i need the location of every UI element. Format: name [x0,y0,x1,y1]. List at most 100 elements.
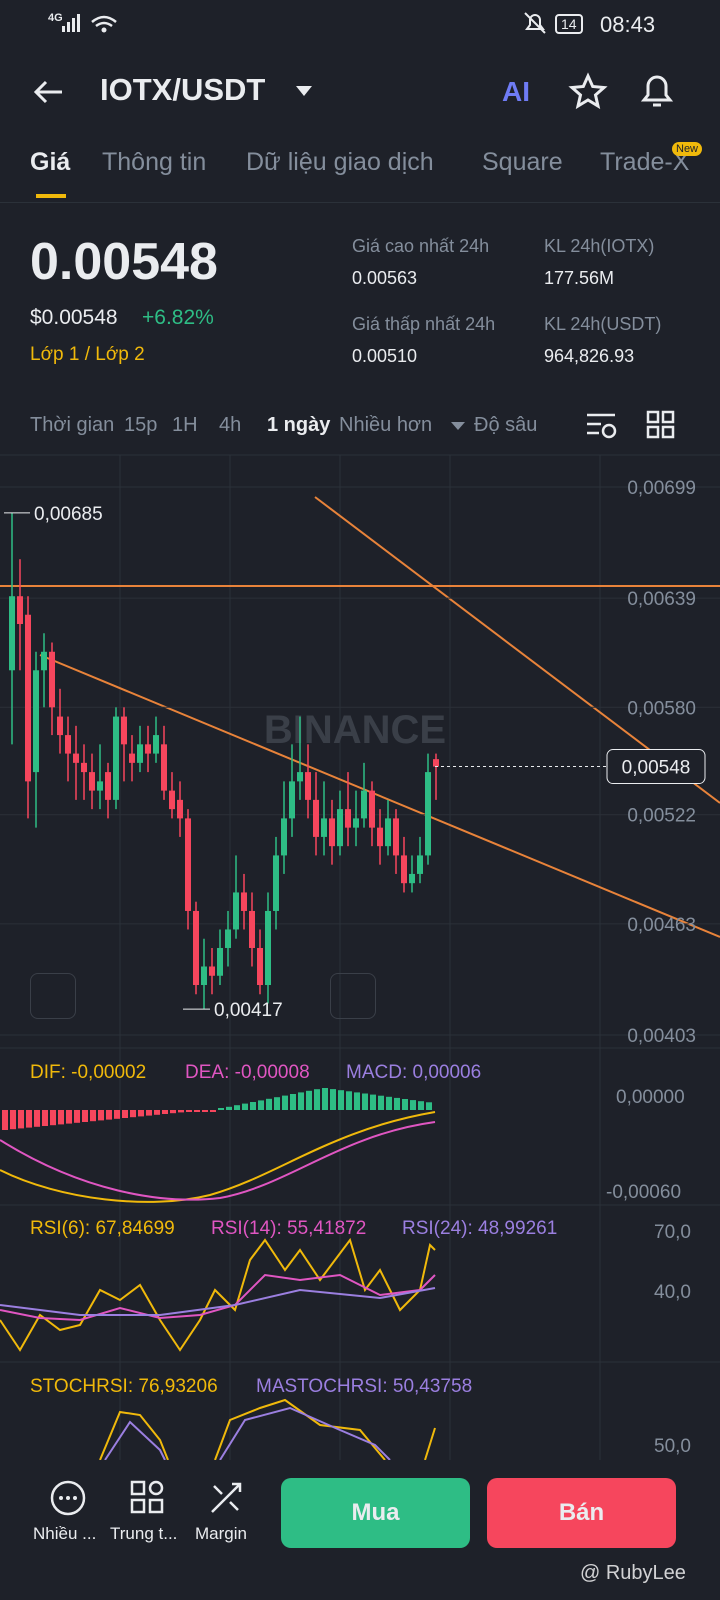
pair-title[interactable]: IOTX/USDT [100,72,266,107]
tab[interactable]: Dữ liệu giao dịch [246,148,434,176]
candle-body [185,818,191,911]
last-price-label: 0,00548 [622,758,691,779]
macd-bar [314,1089,320,1110]
nav-more[interactable]: Nhiều ... [33,1524,97,1543]
candle-body [201,966,207,986]
candle-body [329,818,335,847]
candle-body [153,735,159,754]
y-tick-label: 0,00403 [627,1026,696,1047]
macd-bar [266,1098,272,1110]
macd-bar [218,1108,224,1110]
candle-body [425,772,431,856]
expand-button[interactable] [30,973,76,1019]
macd-bar [298,1092,304,1110]
macd-bar [170,1110,176,1114]
macd-bar [226,1106,232,1110]
candle-body [401,855,407,884]
macd-bar [114,1110,120,1119]
candle-body [121,716,127,745]
rsi6: RSI(6): 67,84699 [30,1218,175,1239]
macd-bar [34,1110,40,1127]
visibility-button[interactable] [330,973,376,1019]
macd-bar [122,1110,128,1118]
stoch-lines [99,1398,436,1461]
macd-bar [354,1092,360,1110]
rsi-axis: 40,0 [654,1282,691,1303]
macd-bar [242,1103,248,1110]
candle-body [49,651,55,708]
nav-margin[interactable]: Margin [195,1524,247,1543]
macd-bar [370,1094,376,1110]
stat-value: 0.00563 [352,268,418,288]
candle-body [73,753,79,763]
settings-icon[interactable] [585,410,619,442]
alerts[interactable] [636,70,678,112]
clock: 08:43 [600,12,656,37]
candle-body [369,790,375,828]
interval[interactable]: 4h [219,414,242,436]
macd-bar [146,1110,152,1116]
y-tick-label: 0,00522 [627,806,696,827]
candle-body [337,809,343,847]
macd-bar [42,1110,48,1126]
mastochrsi: MASTOCHRSI: 50,43758 [256,1376,473,1397]
candle-body [321,818,327,837]
favorite[interactable] [568,72,608,112]
stat-value: 177.56M [544,268,615,288]
macd-lines [0,1111,436,1203]
candle-body [193,910,199,986]
sell-button[interactable]: Bán [487,1478,676,1548]
layout-icon[interactable] [646,410,676,440]
macd-bar [194,1110,200,1112]
tab[interactable]: Square [482,148,563,176]
y-tick-label: 0,00463 [627,915,696,936]
interval[interactable]: Độ sâu [474,414,538,436]
macd-bar [338,1090,344,1110]
interval[interactable]: Nhiều hơn [339,414,433,436]
candle-body [393,818,399,856]
last-price-box [606,749,706,785]
interval[interactable]: 1H [172,414,198,436]
watermark: BINANCE [264,708,446,752]
candle-body [9,596,15,671]
stochrsi: STOCHRSI: 76,93206 [30,1376,218,1397]
new-badge: New [672,142,703,156]
macd-dif: DIF: -0,00002 [30,1062,147,1083]
nav-center[interactable]: Trung t... [110,1524,178,1543]
interval[interactable]: Thời gian [30,414,115,436]
macd-bar [258,1100,264,1110]
candle-body [257,947,263,986]
mute-icon [524,12,546,34]
macd-bar [186,1110,192,1112]
candle-body [313,799,319,837]
more-icon[interactable] [48,1478,88,1518]
interval[interactable]: 1 ngày [267,414,331,436]
macd-bar [58,1110,64,1125]
macd-bar [282,1095,288,1110]
layer: Lớp 1 / Lớp 2 [30,344,145,365]
ai-button[interactable]: AI [502,76,530,107]
back-button[interactable] [30,74,66,110]
candle-body [105,772,111,800]
candle-body [281,818,287,856]
tab[interactable]: Giá [30,148,71,176]
candle-body [433,759,439,767]
macd-bar [290,1094,296,1110]
dropdown[interactable] [294,84,314,98]
macd-bar [330,1089,336,1110]
candle-body [113,716,119,800]
candle-body [65,735,71,754]
stat-label: KL 24h(IOTX) [544,236,655,256]
price-change: +6.82% [142,306,214,329]
center-icon[interactable] [128,1478,168,1518]
candle-body [81,762,87,773]
macd-bar [18,1110,24,1129]
buy-button[interactable]: Mua [281,1478,470,1548]
tab[interactable]: Thông tin [102,148,207,176]
rsi24: RSI(24): 48,99261 [402,1218,558,1239]
network: 4G [48,12,63,24]
margin-icon[interactable] [206,1478,246,1518]
stat-value: 964,826.93 [544,346,635,366]
interval[interactable]: 15p [124,414,158,436]
